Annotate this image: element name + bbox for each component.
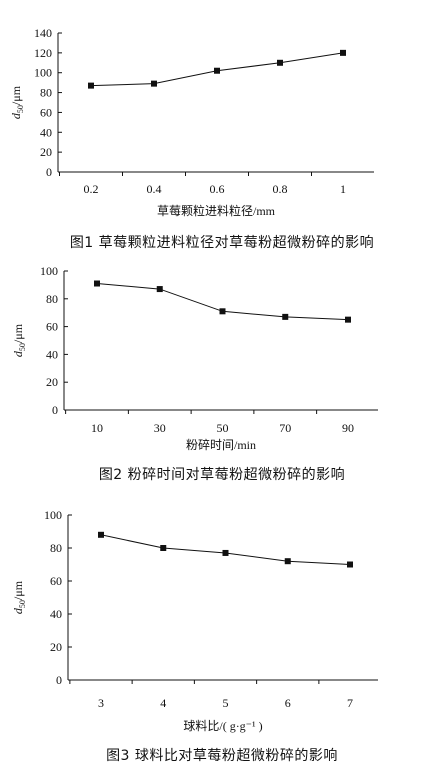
y-tick-label: 100 xyxy=(44,508,62,522)
y-tick-label: 20 xyxy=(40,145,52,159)
series-line xyxy=(100,534,351,565)
x-tick-label: 90 xyxy=(342,421,354,435)
y-tick-label: 80 xyxy=(50,541,62,555)
data-point xyxy=(94,280,100,287)
x-tick-label: 4 xyxy=(160,696,166,710)
x-tick-label: 50 xyxy=(217,421,229,435)
x-tick-label: 5 xyxy=(223,696,229,710)
y-tick-label: 140 xyxy=(34,26,52,40)
x-tick-label: 0.8 xyxy=(273,182,288,196)
y-tick-label: 100 xyxy=(40,264,58,278)
y-tick-label: 40 xyxy=(40,125,52,139)
y-tick-label: 80 xyxy=(40,86,52,100)
x-tick-label: 0.2 xyxy=(84,182,99,196)
x-axis-label: 草莓颗粒进料粒径/mm xyxy=(157,203,276,218)
data-point xyxy=(345,316,351,323)
figure-1: 0 20 40 60 80 100 120 140 0.2 0.4 0.6 0.8 1 草莓颗粒进料粒径/… xyxy=(0,0,444,260)
x-axis-label: 粉碎时间/min xyxy=(186,437,256,452)
data-point xyxy=(98,531,104,538)
y-tick-label: 20 xyxy=(50,640,62,654)
x-tick-label: 70 xyxy=(279,421,291,435)
y-tick-label: 40 xyxy=(46,347,58,361)
data-point xyxy=(282,313,289,320)
y-axis-label: d50/μm xyxy=(11,580,27,614)
chart-1: 0 20 40 60 80 100 120 140 0.2 0.4 0.6 0.8 1 草莓颗粒进料粒径/… xyxy=(9,26,374,218)
data-point xyxy=(219,308,226,315)
data-point xyxy=(160,545,167,551)
y-tick-label: 20 xyxy=(46,375,58,389)
x-tick-label: 6 xyxy=(285,696,291,710)
data-point xyxy=(88,82,94,89)
y-tick-label: 0 xyxy=(52,403,58,417)
x-tick-label: 0.4 xyxy=(147,182,162,196)
y-tick-label: 60 xyxy=(50,574,62,588)
y-tick-label: 100 xyxy=(34,66,52,80)
y-axis-label: d50/μm xyxy=(9,85,25,119)
x-axis-label: 球料比/( g·g⁻¹ ) xyxy=(183,719,262,733)
data-point xyxy=(284,558,291,565)
data-point xyxy=(222,549,229,556)
y-tick-label: 80 xyxy=(46,292,58,306)
x-tick-label: 30 xyxy=(154,421,166,435)
series-line xyxy=(96,283,349,321)
data-point xyxy=(214,67,220,74)
data-point xyxy=(277,59,283,66)
x-tick-label: 0.6 xyxy=(210,182,225,196)
figure-2-caption: 图2 粉碎时间对草莓粉超微粉碎的影响 xyxy=(98,467,346,483)
data-point xyxy=(151,80,157,87)
figure-1-caption: 图1 草莓颗粒进料粒径对草莓粉超微粉碎的影响 xyxy=(69,235,375,251)
y-tick-label: 60 xyxy=(40,105,52,119)
y-tick-label: 0 xyxy=(56,673,62,687)
y-tick-label: 120 xyxy=(34,46,52,60)
x-tick-label: 3 xyxy=(98,696,104,710)
data-point xyxy=(347,561,353,568)
y-tick-label: 40 xyxy=(50,607,62,621)
y-tick-label: 60 xyxy=(46,320,58,334)
y-axis-label: d50/μm xyxy=(11,323,27,357)
data-point xyxy=(156,286,163,293)
x-tick-label: 7 xyxy=(347,696,353,710)
x-tick-label: 10 xyxy=(91,421,103,435)
y-tick-label: 0 xyxy=(46,165,52,179)
x-tick-label: 1 xyxy=(340,182,346,196)
figure-3-caption: 图3 球料比对草莓粉超微粉碎的影响 xyxy=(106,748,338,764)
data-point xyxy=(340,49,346,56)
